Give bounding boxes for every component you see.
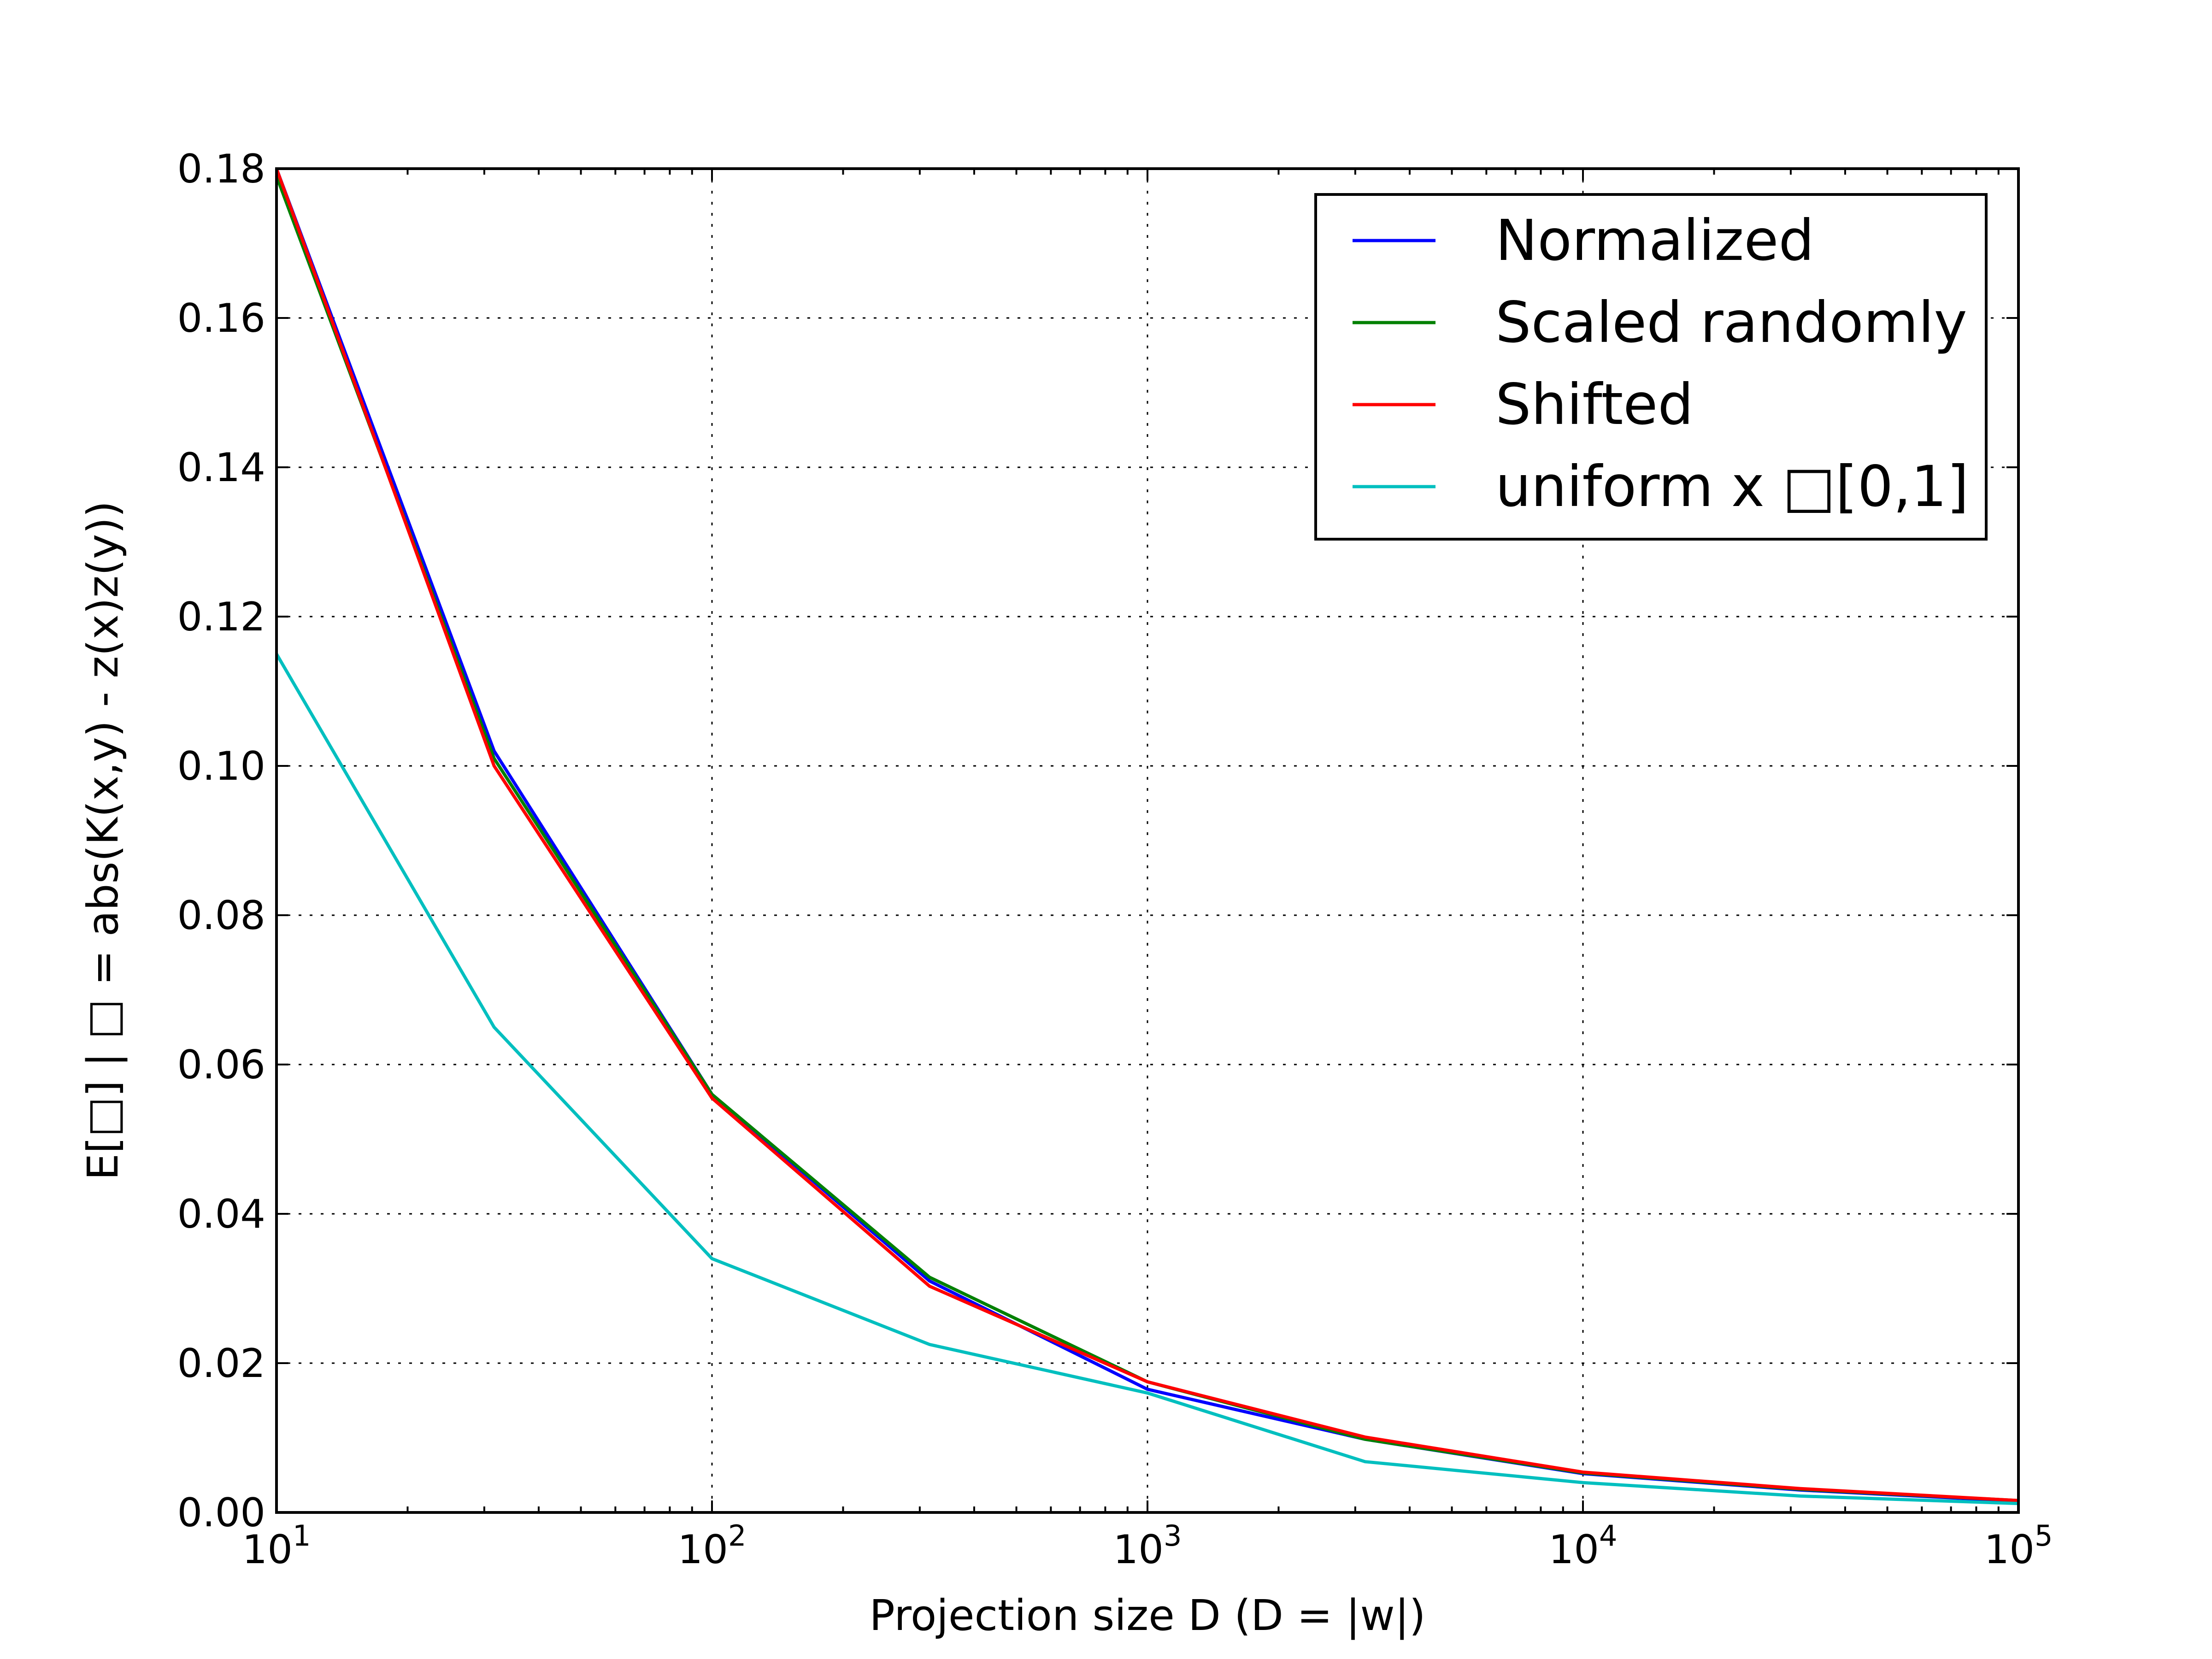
legend-label-0: Normalized bbox=[1495, 208, 1814, 273]
legend-label-3: uniform x □[0,1] bbox=[1495, 454, 1969, 519]
x-tick-label: 105 bbox=[1984, 1519, 2053, 1573]
legend-label-2: Shifted bbox=[1495, 372, 1694, 437]
y-tick-label: 0.08 bbox=[177, 893, 265, 939]
x-tick-label: 101 bbox=[242, 1519, 311, 1573]
tick-marks bbox=[276, 168, 2019, 1513]
x-axis-label: Projection size D (D = |w|) bbox=[869, 1591, 1425, 1640]
legend: Normalized Scaled randomly Shifted uniform … bbox=[1314, 193, 1988, 541]
y-tick-labels: 0.00 0.02 0.04 0.06 0.08 0.10 0.12 0.14 0.16 0.18 bbox=[177, 146, 265, 1536]
y-tick-label: 0.12 bbox=[177, 594, 265, 640]
series-line-2 bbox=[275, 168, 2019, 1502]
legend-items: Normalized Scaled randomly Shifted uniform … bbox=[1353, 208, 1969, 519]
y-tick-label: 0.04 bbox=[177, 1191, 265, 1237]
y-tick-label: 0.18 bbox=[177, 146, 265, 192]
x-tick-label: 102 bbox=[678, 1519, 747, 1573]
legend-label-1: Scaled randomly bbox=[1495, 290, 1967, 355]
x-tick-label: 104 bbox=[1549, 1519, 1618, 1573]
y-tick-label: 0.10 bbox=[177, 743, 265, 789]
x-tick-labels: 101 102 103 104 105 bbox=[242, 1519, 2053, 1573]
y-tick-label: 0.02 bbox=[177, 1341, 265, 1387]
series-lines bbox=[275, 168, 2019, 1506]
x-tick-label: 103 bbox=[1113, 1519, 1182, 1573]
legend-box bbox=[1314, 193, 1988, 541]
y-tick-label: 0.16 bbox=[177, 295, 265, 341]
y-tick-label: 0.14 bbox=[177, 445, 265, 491]
y-axis-label: E[□] | □ = abs(K(x,y) - z(x)z(y)) bbox=[78, 501, 128, 1180]
y-tick-label: 0.06 bbox=[177, 1042, 265, 1088]
y-tick-label: 0.00 bbox=[177, 1490, 265, 1536]
series-line-3 bbox=[275, 653, 2019, 1506]
